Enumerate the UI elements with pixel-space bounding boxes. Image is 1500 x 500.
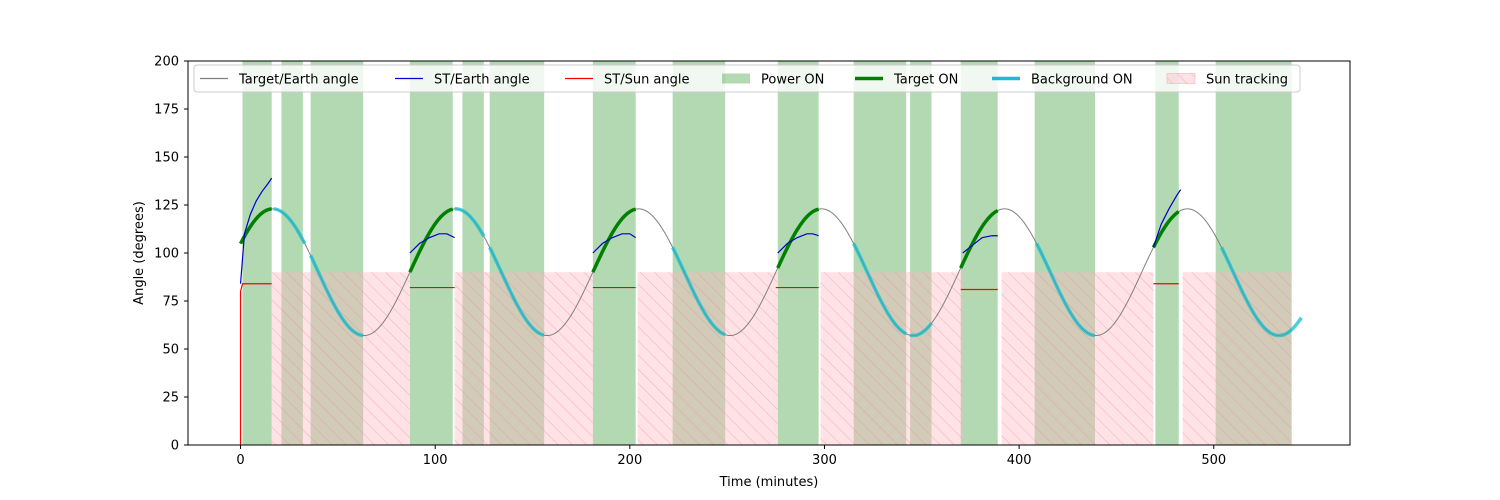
sun-tracking-span xyxy=(1182,272,1292,445)
x-tick-label: 200 xyxy=(617,453,642,468)
plot-area xyxy=(238,61,1303,445)
legend-label: Background ON xyxy=(1031,73,1133,88)
legend-entry: ST/Earth angle xyxy=(395,73,530,88)
y-tick-label: 125 xyxy=(154,199,179,214)
legend-entry: Target ON xyxy=(855,73,958,88)
legend-entry: Sun tracking xyxy=(1166,73,1288,88)
st-earth-line xyxy=(239,177,273,284)
sun-tracking-spans xyxy=(271,272,1292,445)
legend-label: ST/Sun angle xyxy=(604,73,690,88)
y-axis-label: Angle (degrees) xyxy=(132,201,147,305)
st-earth-line xyxy=(409,233,455,254)
y-tick-label: 75 xyxy=(162,295,179,310)
y-tick-label: 50 xyxy=(162,343,179,358)
legend-entry: ST/Sun angle xyxy=(565,73,690,88)
legend-box xyxy=(193,64,1301,93)
legend-swatch xyxy=(722,73,750,84)
sun-tracking-span xyxy=(820,272,963,445)
target-on-segment xyxy=(959,209,999,269)
legend-label: ST/Earth angle xyxy=(434,73,530,88)
st-earth-line xyxy=(962,235,998,254)
power-on-span xyxy=(242,61,272,445)
y-tick-label: 200 xyxy=(154,55,179,70)
x-tick-label: 100 xyxy=(423,453,448,468)
st-earth-line xyxy=(1152,189,1182,248)
st-earth-line xyxy=(592,233,636,254)
background-on-segment xyxy=(488,246,545,337)
x-axis-label: Time (minutes) xyxy=(719,475,819,490)
background-on-segment xyxy=(671,246,726,337)
x-tick-label: 400 xyxy=(1007,453,1032,468)
sun-tracking-span xyxy=(1001,272,1154,445)
power-on-span xyxy=(1155,61,1179,445)
x-tick-label: 500 xyxy=(1201,453,1226,468)
y-tick-label: 0 xyxy=(171,439,179,454)
legend: Target/Earth angle ST/Earth angle ST/Sun a… xyxy=(193,64,1301,93)
background-on-segment xyxy=(309,254,364,338)
y-tick-label: 150 xyxy=(154,151,179,166)
background-on-segment xyxy=(1035,242,1096,338)
y-axis: 0 25 50 75 100 125 150 175 200 xyxy=(154,55,188,454)
y-tick-label: 175 xyxy=(154,103,179,118)
y-tick-label: 100 xyxy=(154,247,179,262)
target-on-segment xyxy=(408,207,454,273)
legend-entry: Power ON xyxy=(722,73,824,88)
legend-label: Power ON xyxy=(761,73,824,88)
sun-tracking-span xyxy=(637,272,778,445)
background-on-segment xyxy=(1219,246,1303,338)
sun-tracking-span xyxy=(271,272,410,445)
legend-label: Sun tracking xyxy=(1206,73,1288,88)
target-on-segment xyxy=(1151,210,1180,249)
st-sun-line xyxy=(239,283,272,445)
x-axis: 0 100 200 300 400 500 xyxy=(236,445,1226,468)
legend-label: Target/Earth angle xyxy=(238,73,359,88)
target-on-segment xyxy=(776,207,820,269)
data-lines xyxy=(238,177,1303,445)
target-on-segment xyxy=(591,207,637,273)
legend-entry: Target/Earth angle xyxy=(200,73,359,88)
x-tick-label: 300 xyxy=(812,453,837,468)
background-on-segment xyxy=(852,242,908,336)
power-on-span xyxy=(409,61,453,445)
x-tick-label: 0 xyxy=(236,453,244,468)
background-on-segment xyxy=(909,322,933,338)
target-on-segment xyxy=(238,207,272,245)
sun-tracking-span xyxy=(454,272,593,445)
background-on-segment xyxy=(273,207,307,245)
legend-entry: Background ON xyxy=(992,73,1133,88)
power-on-spans xyxy=(242,61,1292,445)
legend-swatch xyxy=(1166,73,1196,84)
legend-label: Target ON xyxy=(893,73,958,88)
st-earth-line xyxy=(777,233,819,254)
power-on-span xyxy=(592,61,636,445)
y-tick-label: 25 xyxy=(162,391,179,406)
background-on-segment xyxy=(454,207,486,238)
